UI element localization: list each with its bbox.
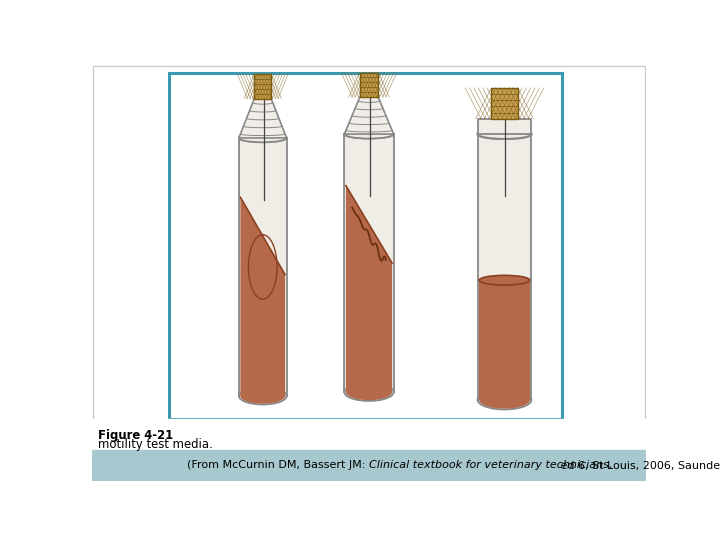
Ellipse shape: [240, 388, 285, 404]
Polygon shape: [344, 97, 394, 134]
Ellipse shape: [479, 275, 530, 285]
Bar: [477, 134, 531, 400]
Text: motility test media.: motility test media.: [98, 438, 212, 451]
Bar: [344, 134, 394, 392]
Ellipse shape: [239, 134, 287, 142]
Text: (From McCurnin DM, Bassert JM:: (From McCurnin DM, Bassert JM:: [187, 460, 369, 470]
Ellipse shape: [477, 129, 531, 139]
Ellipse shape: [344, 130, 394, 139]
Text: Clinical textbook for veterinary technicians,: Clinical textbook for veterinary technic…: [369, 460, 613, 470]
Text: ed 6, St Louis, 2006, Saunders.): ed 6, St Louis, 2006, Saunders.): [557, 460, 720, 470]
Ellipse shape: [344, 383, 394, 401]
Bar: [492, 88, 518, 119]
Bar: [360, 72, 378, 97]
Text: Figure 4-21: Figure 4-21: [98, 429, 173, 442]
Ellipse shape: [346, 384, 392, 400]
Bar: [168, 72, 562, 419]
Bar: [477, 119, 531, 134]
Polygon shape: [240, 197, 285, 396]
Bar: [239, 138, 287, 396]
Bar: [92, 450, 647, 481]
Ellipse shape: [477, 129, 531, 139]
Polygon shape: [346, 186, 392, 392]
Ellipse shape: [479, 391, 530, 409]
Ellipse shape: [344, 130, 394, 139]
Ellipse shape: [239, 134, 287, 142]
Ellipse shape: [477, 129, 531, 139]
Ellipse shape: [239, 387, 287, 404]
Bar: [92, 419, 647, 450]
Bar: [92, 450, 647, 481]
Text: Clinical textbook for veterinary technicians,: Clinical textbook for veterinary technic…: [369, 460, 613, 470]
Bar: [254, 74, 271, 99]
Polygon shape: [239, 99, 287, 138]
Polygon shape: [479, 280, 530, 400]
Ellipse shape: [477, 390, 531, 409]
